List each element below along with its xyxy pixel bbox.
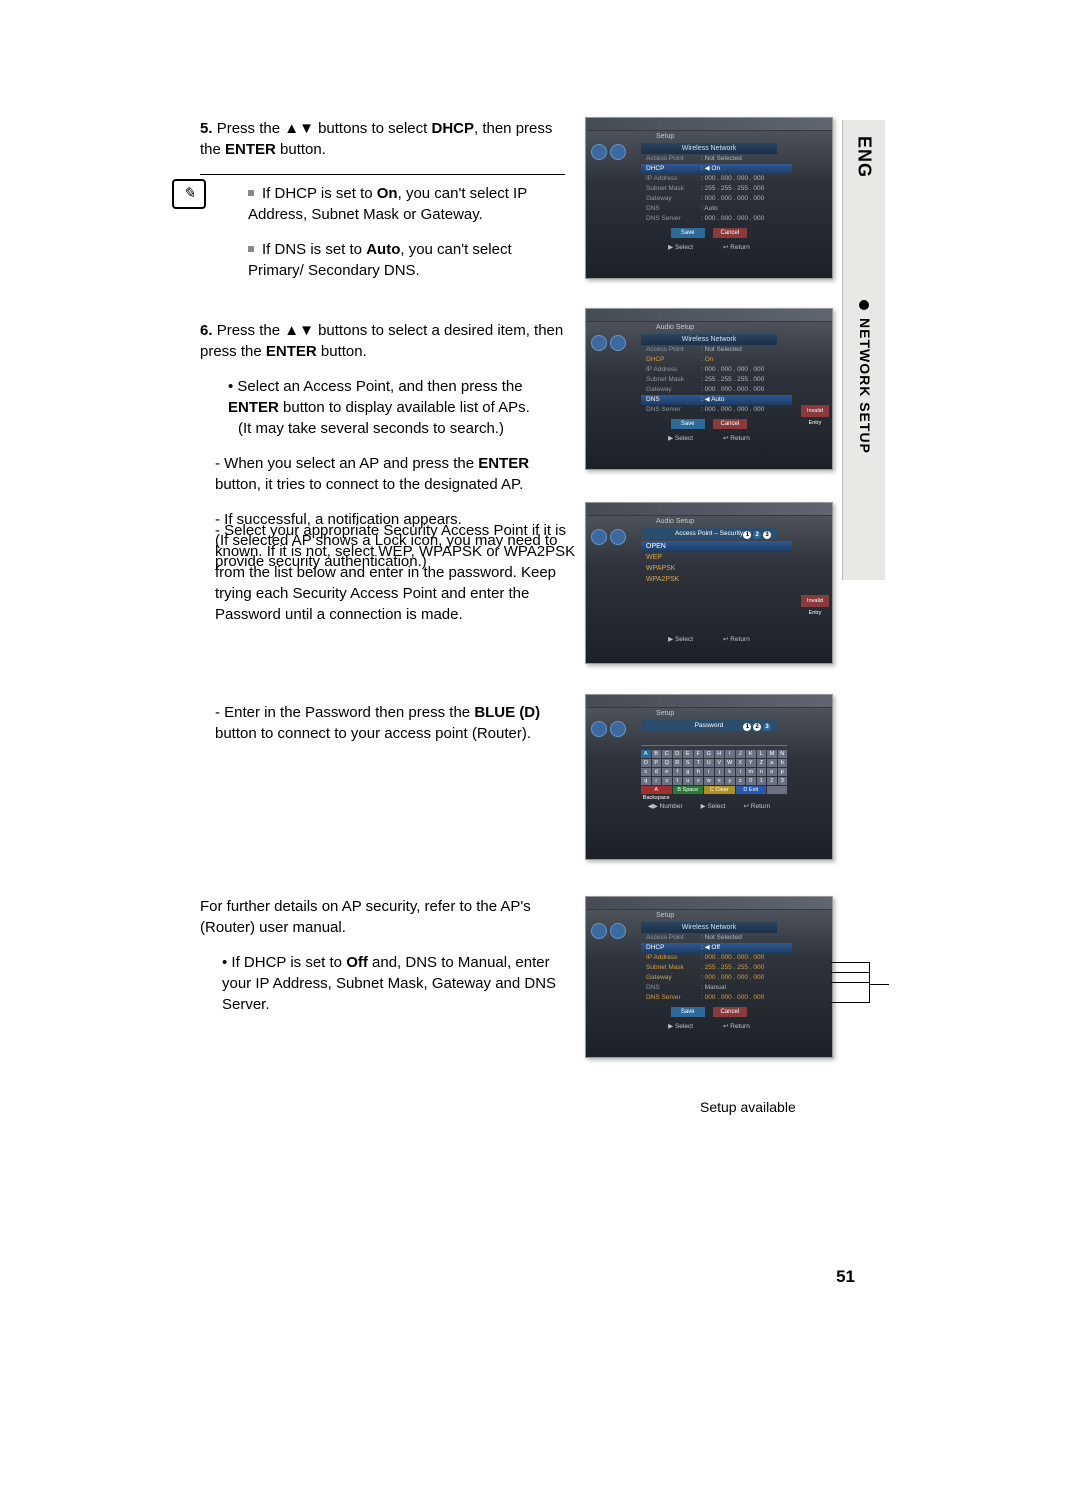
setup-available-label: Setup available — [700, 1098, 796, 1118]
further-bullet: • If DHCP is set to Off and, DNS to Manu… — [200, 952, 570, 1015]
step6-dash1: - When you select an AP and press the EN… — [215, 453, 570, 495]
leader-vert — [869, 962, 870, 1003]
step6-dash3: - Select your appropriate Security Acces… — [215, 520, 585, 625]
step6-bullet1: • Select an Access Point, and then press… — [228, 376, 570, 439]
screenshot-security: Audio Setup Access Point – Security 1 2 … — [585, 502, 833, 664]
screenshot-dhcp-on: Setup Wireless Network Access Point: Not… — [585, 117, 833, 279]
note-dhcp: If DHCP is set to On, you can't select I… — [248, 183, 570, 225]
leader-subnet — [831, 972, 869, 973]
step6-dash4: - Enter in the Password then press the B… — [215, 702, 585, 744]
section-dot — [859, 300, 869, 310]
leader-ip — [831, 962, 869, 963]
screenshot-dhcp-off: Setup Wireless Network Access Point: Not… — [585, 896, 833, 1058]
screenshot-dns-auto: Audio Setup Wireless Network Invalid Ent… — [585, 308, 833, 470]
language-tab: ENG NETWORK SETUP — [842, 120, 885, 580]
step-6: 6. Press the ▲▼ buttons to select a desi… — [200, 320, 570, 362]
lang-label: ENG — [851, 136, 876, 178]
leader-gateway — [831, 982, 869, 983]
section-label: NETWORK SETUP — [854, 318, 874, 454]
note-dns: If DNS is set to Auto, you can't select … — [248, 239, 570, 281]
note-icon: ✎ — [172, 179, 206, 209]
step-5: 5. Press the ▲▼ buttons to select DHCP, … — [200, 118, 570, 160]
page-number: 51 — [836, 1265, 855, 1289]
leader-dnss — [831, 1002, 869, 1003]
further-text: For further details on AP security, refe… — [200, 896, 570, 938]
divider — [200, 174, 565, 175]
leader-join — [869, 984, 889, 985]
screenshot-password: Setup Password 1 2 3 ABCDEFGHIJKLMN OPQR… — [585, 694, 833, 860]
